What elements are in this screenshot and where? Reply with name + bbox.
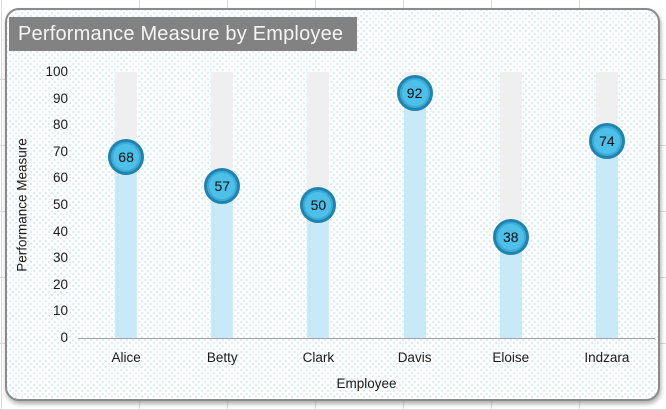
- y-axis-tick-label: 80: [52, 117, 68, 133]
- data-point-marker[interactable]: 38: [492, 218, 529, 255]
- y-axis-tick-label: 100: [45, 64, 68, 79]
- x-axis-category-label: Clark: [302, 350, 335, 365]
- y-axis-tick-label: 50: [52, 197, 68, 212]
- y-axis-tick-label: 40: [52, 223, 68, 239]
- chart-container[interactable]: Performance Measure by Employee Performa…: [5, 8, 660, 401]
- y-axis-tick-label: 70: [52, 143, 68, 159]
- x-axis-title: Employee: [336, 376, 397, 391]
- x-axis-category-label: Alice: [111, 350, 141, 365]
- y-axis-tick-label: 0: [60, 330, 68, 345]
- x-axis-category-label: Indzara: [584, 350, 630, 365]
- value-bar[interactable]: [403, 93, 426, 338]
- value-bar[interactable]: [115, 157, 138, 338]
- data-point-marker[interactable]: 68: [108, 139, 145, 176]
- x-axis-category-label: Davis: [397, 350, 432, 365]
- data-point-marker[interactable]: 50: [300, 187, 337, 223]
- value-bar[interactable]: [211, 186, 234, 338]
- column-track: [499, 72, 522, 237]
- x-axis-line: [78, 338, 655, 339]
- value-bar[interactable]: [595, 141, 618, 338]
- y-axis-tick-label: 30: [52, 250, 68, 266]
- chart-title: Performance Measure by Employee: [9, 17, 358, 51]
- column-track: [115, 72, 138, 158]
- x-axis-category-label: Betty: [206, 350, 238, 365]
- data-point-marker[interactable]: 92: [396, 75, 433, 112]
- column-track: [211, 72, 234, 187]
- y-axis-tick-label: 90: [52, 90, 68, 106]
- y-axis-tick-label: 10: [52, 303, 68, 319]
- value-bar[interactable]: [499, 236, 522, 338]
- y-axis-tick-label: 60: [52, 170, 68, 186]
- value-bar[interactable]: [307, 205, 330, 338]
- column-track: [307, 72, 330, 205]
- data-point-marker[interactable]: 57: [204, 168, 241, 205]
- data-point-marker[interactable]: 74: [588, 123, 625, 160]
- y-axis-tick-label: 20: [52, 276, 68, 292]
- x-axis-category-label: Eloise: [492, 350, 530, 365]
